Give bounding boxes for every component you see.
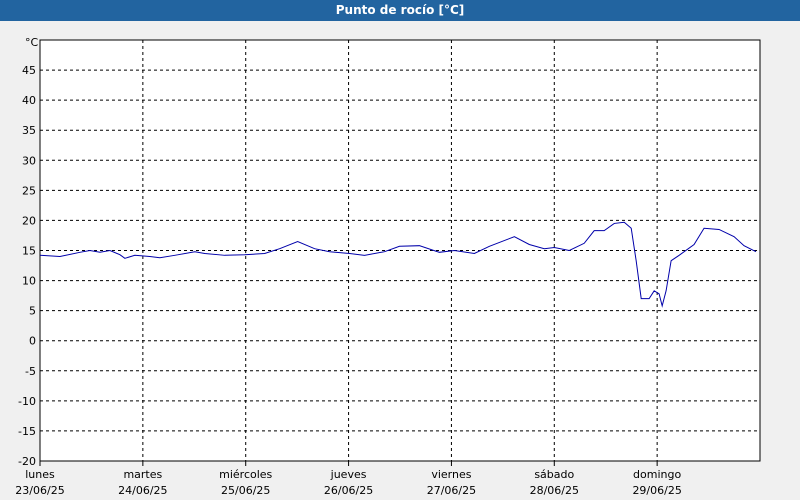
x-tick-date: 23/06/25 [15, 484, 64, 497]
data-line [39, 221, 757, 308]
y-tick-label: 35 [22, 124, 36, 137]
x-tick-label: lunes [25, 468, 55, 481]
chart-title: Punto de rocío [°C] [0, 0, 800, 21]
x-tick-date: 26/06/25 [324, 484, 373, 497]
x-tick-date: 28/06/25 [530, 484, 579, 497]
y-tick-label: 15 [22, 245, 36, 258]
x-tick-date: 25/06/25 [221, 484, 270, 497]
x-tick-label: domingo [633, 468, 681, 481]
y-tick-label: -20 [18, 455, 36, 468]
y-tick-label: 40 [22, 94, 36, 107]
x-tick-label: martes [123, 468, 162, 481]
y-tick-label: -10 [18, 395, 36, 408]
y-tick-label: 10 [22, 275, 36, 288]
y-tick-label: 30 [22, 154, 36, 167]
y-tick-label: 20 [22, 214, 36, 227]
x-tick-label: jueves [330, 468, 367, 481]
x-tick-label: miércoles [219, 468, 272, 481]
x-tick-label: sábado [534, 468, 574, 481]
x-tick-label: viernes [431, 468, 471, 481]
y-tick-label: -15 [18, 425, 36, 438]
y-tick-label: 0 [29, 335, 36, 348]
x-tick-date: 24/06/25 [118, 484, 167, 497]
y-tick-label: 25 [22, 184, 36, 197]
y-tick-label: 45 [22, 64, 36, 77]
x-tick-date: 27/06/25 [427, 484, 476, 497]
y-unit: °C [25, 36, 39, 49]
y-tick-label: 5 [29, 305, 36, 318]
y-tick-label: -5 [25, 365, 36, 378]
x-tick-date: 29/06/25 [632, 484, 681, 497]
